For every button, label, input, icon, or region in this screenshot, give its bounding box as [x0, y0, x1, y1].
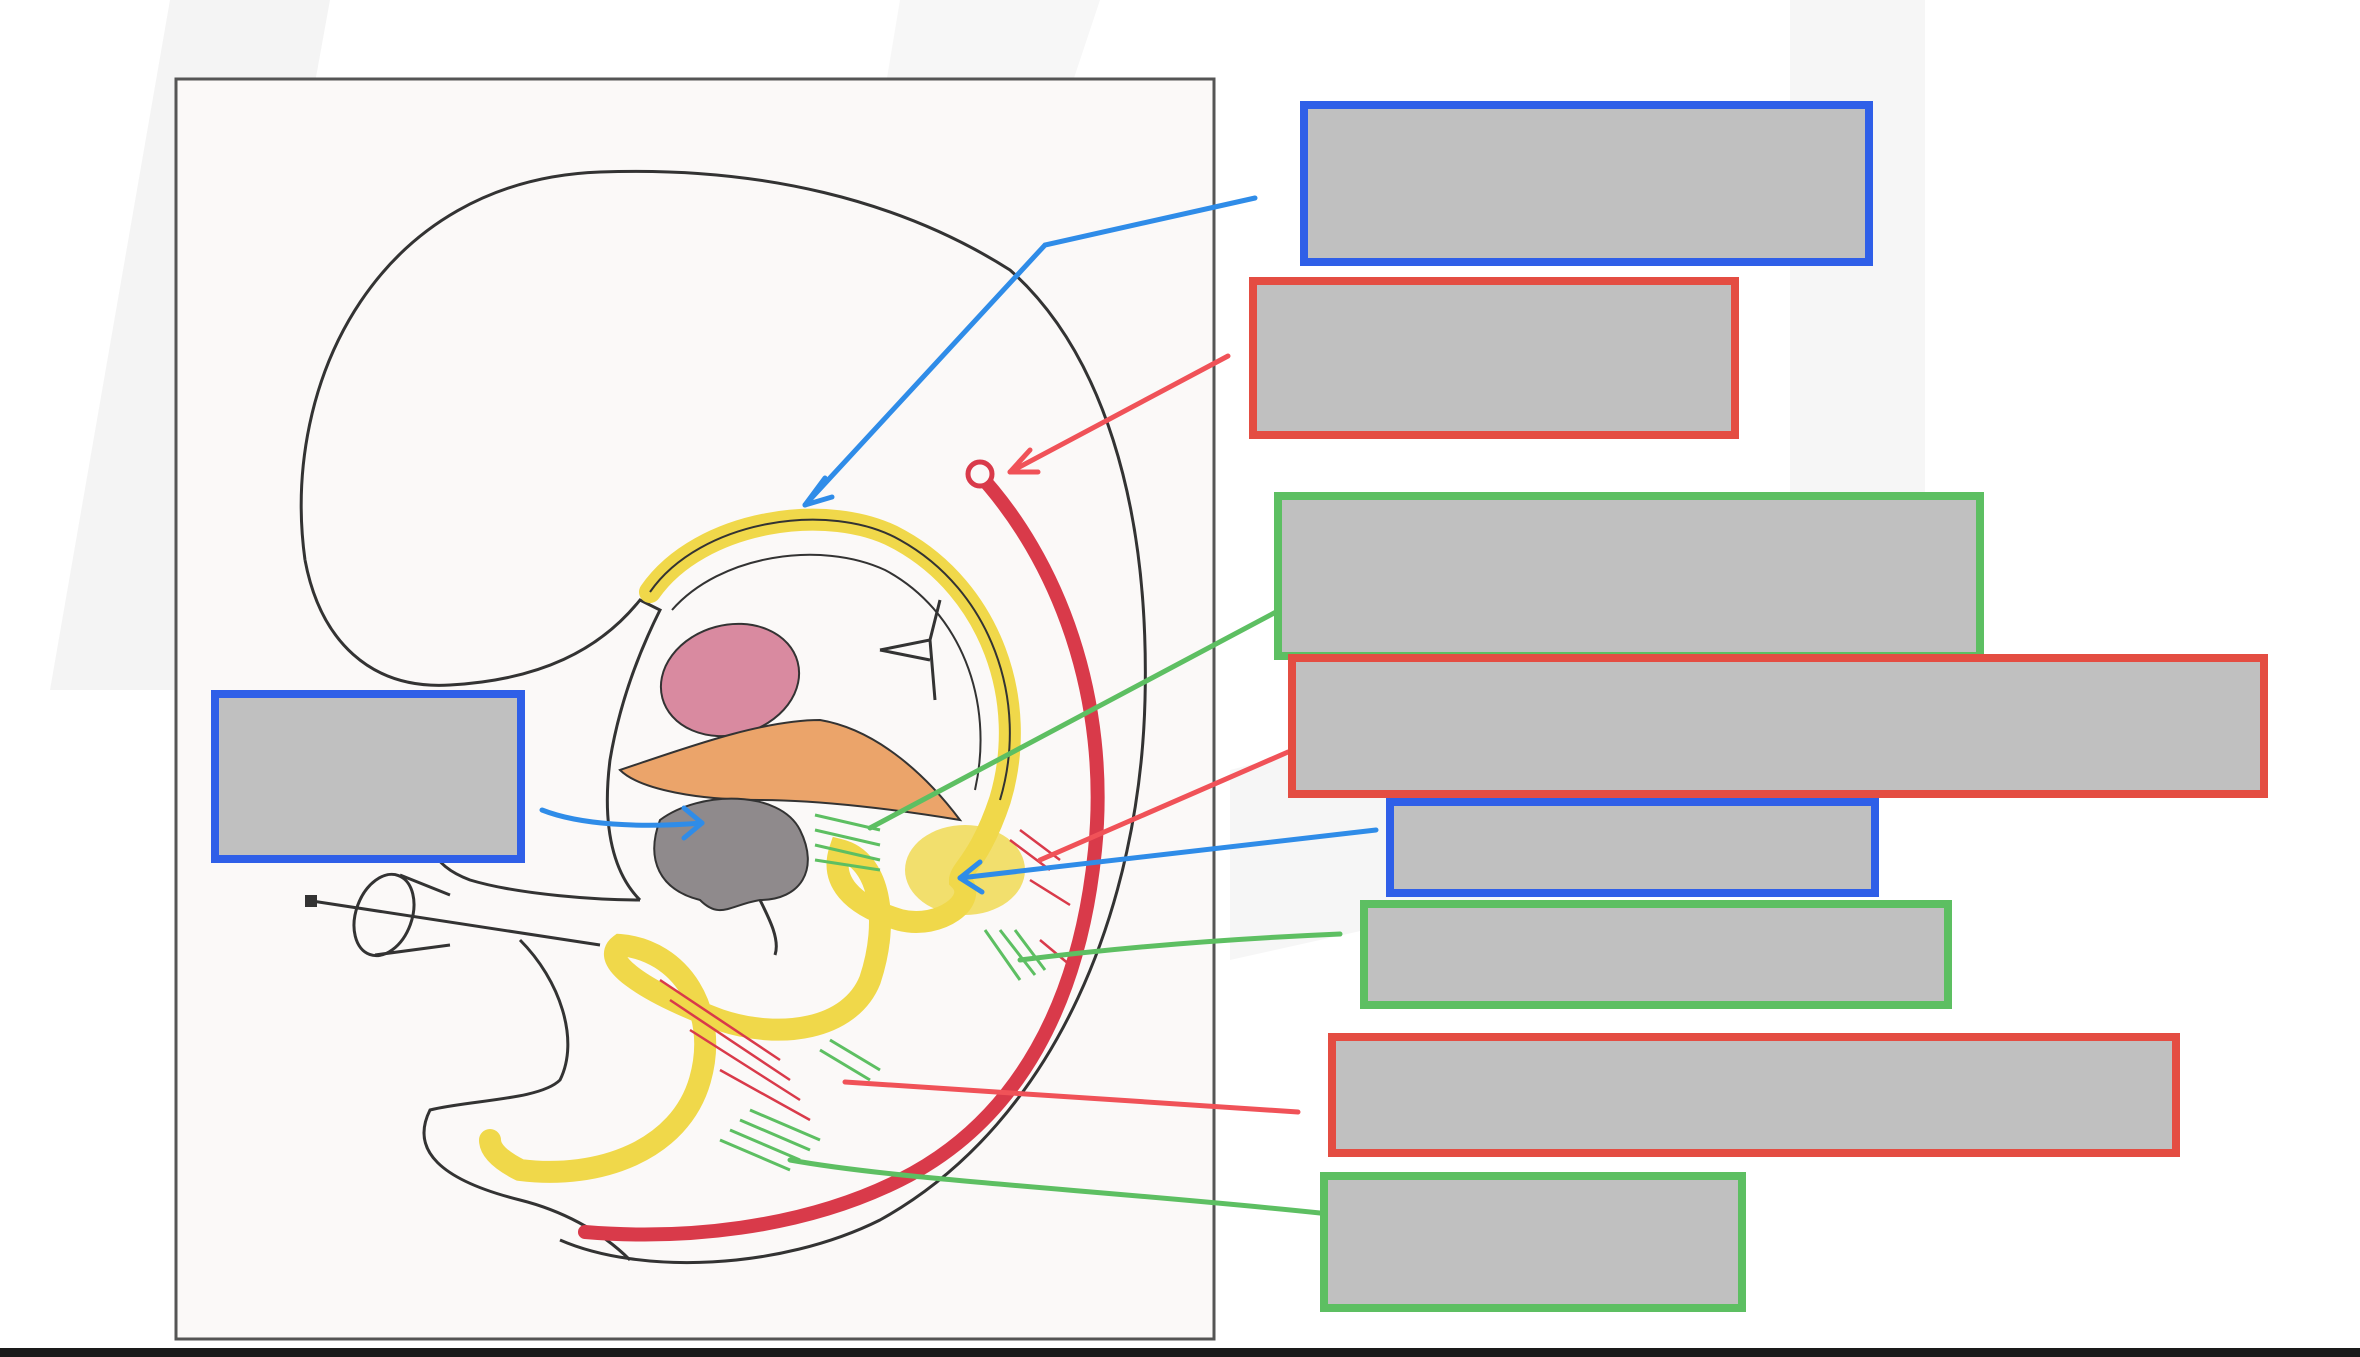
label-text-7 [1336, 1041, 2172, 1149]
label-text-8 [1328, 1180, 1738, 1304]
pointer-line-8 [787, 1157, 1323, 1216]
umbilical-cord-end [352, 872, 416, 958]
label-text-9 [219, 698, 517, 855]
vessel-opening [965, 459, 995, 489]
allantois-line [311, 899, 601, 947]
label-text-3 [1282, 500, 1976, 652]
label-text-5 [1394, 806, 1871, 889]
label-box-6[interactable] [1360, 900, 1952, 1009]
label-box-9[interactable] [211, 690, 525, 863]
y-structure [879, 599, 942, 701]
gut-structure [653, 797, 809, 911]
pointer-line-6 [1017, 931, 1343, 963]
pointer-line-2 [1007, 353, 1231, 475]
bottom-rule [0, 1348, 2360, 1357]
label-box-3[interactable] [1274, 492, 1984, 660]
septum-transversum [618, 718, 963, 822]
red-fibers [659, 829, 1071, 1122]
label-box-4[interactable] [1288, 654, 2268, 798]
neural-crest-blob [905, 825, 1025, 915]
pointer-line-4 [1037, 749, 1291, 863]
label-box-8[interactable] [1320, 1172, 1746, 1312]
green-fibers [719, 813, 1047, 1172]
pointer-line-5 [957, 827, 1379, 881]
label-text-4 [1296, 662, 2260, 790]
pointer-line-1 [802, 195, 1258, 508]
pointer-line-3 [867, 609, 1279, 831]
pointer-line-7 [842, 1079, 1301, 1115]
label-text-1 [1308, 109, 1865, 258]
dorsal-vessel [578, 463, 1105, 1242]
label-text-6 [1368, 908, 1944, 1001]
label-box-2[interactable] [1249, 277, 1739, 439]
label-box-1[interactable] [1300, 101, 1873, 266]
label-text-2 [1257, 285, 1731, 431]
label-box-7[interactable] [1328, 1033, 2180, 1157]
pointer-line-9 [539, 807, 705, 828]
forebrain-outline [303, 559, 663, 902]
label-box-5[interactable] [1386, 798, 1879, 897]
trunk-outline [422, 938, 632, 1262]
